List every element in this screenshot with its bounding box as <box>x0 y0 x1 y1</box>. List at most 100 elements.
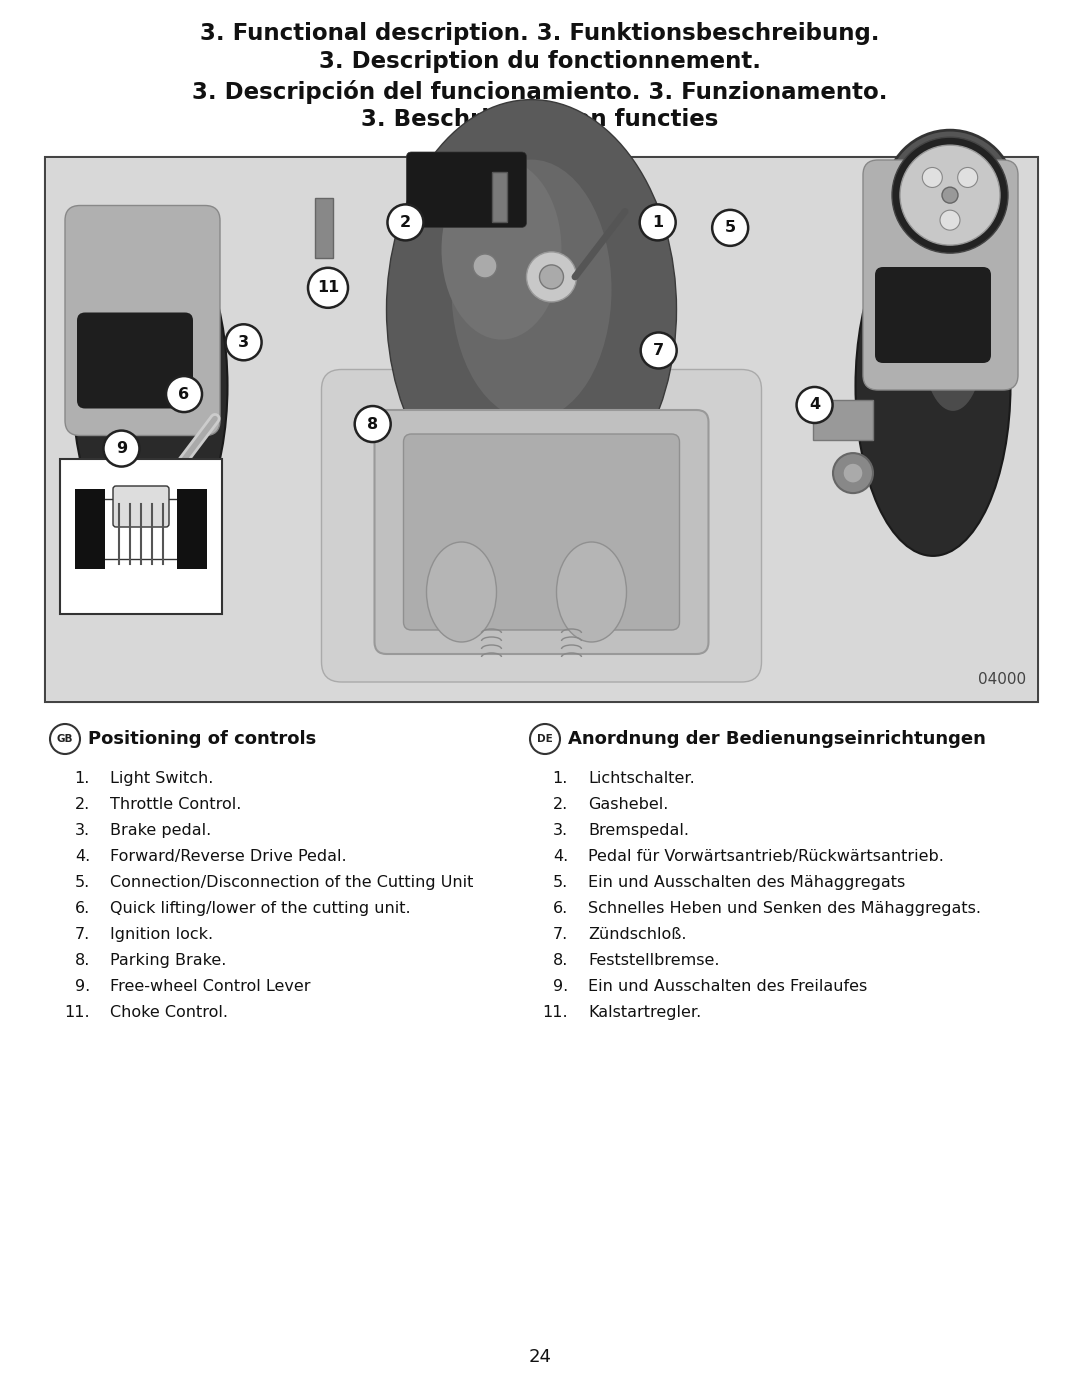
Circle shape <box>833 453 873 493</box>
Text: 9.: 9. <box>75 979 90 995</box>
Text: 6: 6 <box>178 387 190 401</box>
FancyBboxPatch shape <box>113 486 168 527</box>
FancyBboxPatch shape <box>375 409 708 654</box>
Circle shape <box>922 168 943 187</box>
Text: 11.: 11. <box>542 1004 568 1020</box>
Text: 3.: 3. <box>75 823 90 838</box>
Bar <box>46 158 1037 701</box>
Circle shape <box>797 387 833 423</box>
Ellipse shape <box>72 217 228 556</box>
Circle shape <box>388 204 423 240</box>
Text: 3. Description du fonctionnement.: 3. Description du fonctionnement. <box>319 50 761 73</box>
Text: Parking Brake.: Parking Brake. <box>110 953 227 968</box>
Ellipse shape <box>442 159 562 339</box>
FancyBboxPatch shape <box>322 369 761 682</box>
Ellipse shape <box>855 217 1011 556</box>
Ellipse shape <box>923 281 983 411</box>
Circle shape <box>104 430 139 467</box>
Text: Free-wheel Control Lever: Free-wheel Control Lever <box>110 979 311 995</box>
Text: 2.: 2. <box>553 798 568 812</box>
FancyBboxPatch shape <box>875 267 991 363</box>
Text: 8: 8 <box>367 416 378 432</box>
FancyBboxPatch shape <box>406 152 527 228</box>
Text: 5: 5 <box>725 221 735 235</box>
Text: Kalstartregler.: Kalstartregler. <box>588 1004 701 1020</box>
Text: Lichtschalter.: Lichtschalter. <box>588 771 694 787</box>
Circle shape <box>712 210 748 246</box>
Circle shape <box>226 324 261 360</box>
FancyBboxPatch shape <box>65 205 220 436</box>
Ellipse shape <box>387 99 676 520</box>
Text: Quick lifting/lower of the cutting unit.: Quick lifting/lower of the cutting unit. <box>110 901 410 916</box>
Text: 2.: 2. <box>75 798 90 812</box>
Text: 5.: 5. <box>553 875 568 890</box>
Text: 7: 7 <box>653 344 664 358</box>
Circle shape <box>530 724 561 754</box>
Bar <box>45 156 1038 703</box>
Text: Feststellbremse.: Feststellbremse. <box>588 953 719 968</box>
Text: 3. Functional description. 3. Funktionsbeschreibung.: 3. Functional description. 3. Funktionsb… <box>200 22 880 45</box>
FancyBboxPatch shape <box>404 434 679 630</box>
Text: 9.: 9. <box>553 979 568 995</box>
Text: Ein und Ausschalten des Mähaggregats: Ein und Ausschalten des Mähaggregats <box>588 875 905 890</box>
Bar <box>491 172 507 222</box>
Circle shape <box>942 187 958 203</box>
Text: 6.: 6. <box>553 901 568 916</box>
Text: Anordnung der Bedienungseinrichtungen: Anordnung der Bedienungseinrichtungen <box>568 731 986 747</box>
Circle shape <box>843 462 863 483</box>
Text: 4.: 4. <box>75 849 90 863</box>
Bar <box>96 499 186 559</box>
Text: 3.: 3. <box>553 823 568 838</box>
Text: 4.: 4. <box>553 849 568 863</box>
Text: 4: 4 <box>809 398 820 412</box>
Text: 24: 24 <box>528 1348 552 1366</box>
Text: 8.: 8. <box>75 953 90 968</box>
Text: 1.: 1. <box>553 771 568 787</box>
Bar <box>315 198 333 258</box>
Circle shape <box>940 210 960 231</box>
Circle shape <box>958 168 977 187</box>
FancyBboxPatch shape <box>77 313 193 408</box>
Ellipse shape <box>100 281 160 411</box>
Circle shape <box>473 254 497 278</box>
Text: 3: 3 <box>238 335 249 349</box>
Bar <box>813 401 873 440</box>
Bar <box>60 460 222 615</box>
Text: Connection/Disconnection of the Cutting Unit: Connection/Disconnection of the Cutting … <box>110 875 473 890</box>
Text: 5.: 5. <box>75 875 90 890</box>
Text: 1: 1 <box>652 215 663 231</box>
Text: Light Switch.: Light Switch. <box>110 771 214 787</box>
Text: 11.: 11. <box>65 1004 90 1020</box>
Bar <box>177 489 207 569</box>
Text: Bremspedal.: Bremspedal. <box>588 823 689 838</box>
Circle shape <box>900 145 1000 244</box>
Text: DE: DE <box>537 733 553 745</box>
Text: 2: 2 <box>400 215 411 231</box>
Text: Gashebel.: Gashebel. <box>588 798 669 812</box>
Text: 9: 9 <box>116 441 127 455</box>
Text: Schnelles Heben und Senken des Mähaggregats.: Schnelles Heben und Senken des Mähaggreg… <box>588 901 981 916</box>
Circle shape <box>354 407 391 441</box>
Ellipse shape <box>427 542 497 643</box>
Text: Forward/Reverse Drive Pedal.: Forward/Reverse Drive Pedal. <box>110 849 347 863</box>
Circle shape <box>308 268 348 307</box>
Circle shape <box>892 137 1008 253</box>
Circle shape <box>885 130 1015 260</box>
Circle shape <box>50 724 80 754</box>
Text: 7.: 7. <box>553 928 568 942</box>
Text: Brake pedal.: Brake pedal. <box>110 823 212 838</box>
Ellipse shape <box>556 542 626 643</box>
Text: 3. Descripción del funcionamiento. 3. Funzionamento.: 3. Descripción del funcionamiento. 3. Fu… <box>192 80 888 103</box>
Text: Positioning of controls: Positioning of controls <box>87 731 316 747</box>
Circle shape <box>540 265 564 289</box>
Text: 1.: 1. <box>75 771 90 787</box>
Text: Zündschloß.: Zündschloß. <box>588 928 687 942</box>
Circle shape <box>166 376 202 412</box>
Bar <box>75 489 105 569</box>
Text: Choke Control.: Choke Control. <box>110 1004 228 1020</box>
Text: 6.: 6. <box>75 901 90 916</box>
Circle shape <box>640 332 677 369</box>
Circle shape <box>639 204 676 240</box>
Text: 7.: 7. <box>75 928 90 942</box>
Text: Throttle Control.: Throttle Control. <box>110 798 241 812</box>
